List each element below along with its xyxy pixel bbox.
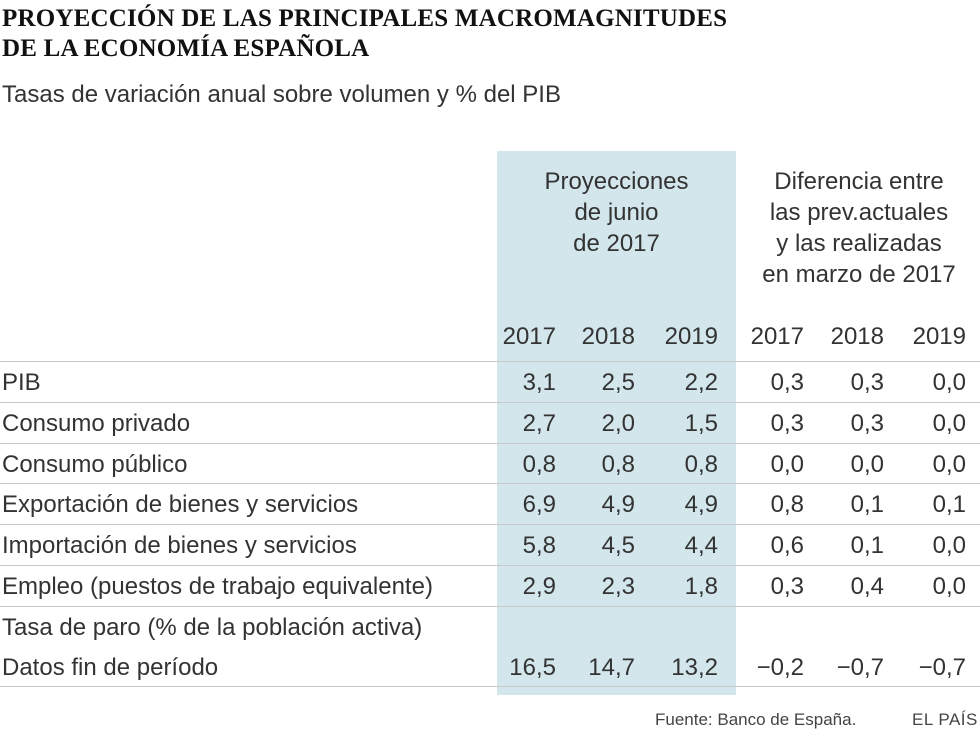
table-row: Empleo (puestos de trabajo equivalente) 2… <box>0 564 980 606</box>
table-row: Datos fin de período 16,5 14,7 13,2 −0,2 −0,7… <box>0 647 980 688</box>
group-header-line: Proyecciones <box>544 168 689 195</box>
table-cell: −0,7 <box>918 653 966 681</box>
table-cell: 0,0 <box>932 572 966 600</box>
table-cell: 2,7 <box>522 409 556 437</box>
table-cell: 0,0 <box>932 532 966 560</box>
table-cell: 0,3 <box>770 572 804 600</box>
table-cell: 2,3 <box>601 572 635 600</box>
table-cell: 0,0 <box>932 409 966 437</box>
table-cell: 0,8 <box>684 450 718 478</box>
table-cell: 0,3 <box>770 409 804 437</box>
group-header-line: de 2017 <box>573 230 660 257</box>
table-cell: 2,2 <box>684 369 718 396</box>
group-header-line: y las realizadas <box>776 230 942 257</box>
row-label: PIB <box>2 369 41 396</box>
row-label: Importación de bienes y servicios <box>2 532 357 560</box>
group-header-difference: Diferencia entre las prev.actuales y las… <box>740 166 978 290</box>
data-table: PIB 3,1 2,5 2,2 0,3 0,3 0,0 Consumo privado 2,7 2… <box>0 361 980 688</box>
table-cell: 0,6 <box>770 532 804 560</box>
row-label: Consumo público <box>2 450 188 478</box>
year-header-diff-2017: 2017 <box>750 323 804 350</box>
table-cell: 0,1 <box>850 491 884 519</box>
table-cell: 2,5 <box>601 369 635 396</box>
table-cell: 0,0 <box>770 450 804 478</box>
row-label: Empleo (puestos de trabajo equivalente) <box>2 572 433 600</box>
table-row: Consumo privado 2,7 2,0 1,5 0,3 0,3 0,0 <box>0 401 980 443</box>
table-cell: 0,1 <box>850 532 884 560</box>
year-header-proj-2018: 2018 <box>581 323 635 350</box>
table-cell: 0,3 <box>770 369 804 396</box>
year-header-proj-2019: 2019 <box>664 323 718 350</box>
table-cell: 5,8 <box>522 532 556 560</box>
table-cell: 4,5 <box>601 532 635 560</box>
table-row: Consumo público 0,8 0,8 0,8 0,0 0,0 0,0 <box>0 442 980 484</box>
group-header-line: Diferencia entre <box>774 168 944 195</box>
table-cell: 13,2 <box>671 653 718 681</box>
row-label: Exportación de bienes y servicios <box>2 491 359 519</box>
title-line-2: DE LA ECONOMÍA ESPAÑOLA <box>2 35 370 62</box>
projection-highlight-band <box>497 151 736 695</box>
table-cell: 0,8 <box>770 491 804 519</box>
table-cell: 2,9 <box>522 572 556 600</box>
group-header-line: en marzo de 2017 <box>762 261 956 288</box>
table-cell: 0,0 <box>932 450 966 478</box>
table-row: Tasa de paro (% de la población activa) <box>0 605 980 647</box>
year-header-diff-2019: 2019 <box>912 323 966 350</box>
row-label: Tasa de paro (% de la población activa) <box>2 613 423 641</box>
group-header-line: de junio <box>574 199 659 226</box>
title-line-1: PROYECCIÓN DE LAS PRINCIPALES MACROMAGNI… <box>2 5 728 32</box>
chart-subtitle: Tasas de variación anual sobre volumen y… <box>2 81 561 108</box>
table-cell: 16,5 <box>509 653 556 681</box>
table-row: Exportación de bienes y servicios 6,9 4,9 4… <box>0 483 980 524</box>
table-cell: −0,7 <box>836 653 884 681</box>
table-cell: 1,8 <box>684 572 718 600</box>
table-cell: 0,0 <box>932 369 966 396</box>
table-cell: −0,2 <box>756 653 804 681</box>
table-cell: 0,4 <box>850 572 884 600</box>
table-cell: 1,5 <box>684 409 718 437</box>
group-header-projections: Proyecciones de junio de 2017 <box>497 166 736 259</box>
table-cell: 2,0 <box>601 409 635 437</box>
table-cell: 0,8 <box>522 450 556 478</box>
table-cell: 0,1 <box>932 491 966 519</box>
chart-title: PROYECCIÓN DE LAS PRINCIPALES MACROMAGNI… <box>2 4 727 64</box>
table-row: PIB 3,1 2,5 2,2 0,3 0,3 0,0 <box>0 361 980 402</box>
brand-logo-text: EL PAÍS <box>912 710 978 729</box>
table-cell: 6,9 <box>522 491 556 519</box>
table-cell: 0,8 <box>601 450 635 478</box>
year-header-diff-2018: 2018 <box>830 323 884 350</box>
table-cell: 3,1 <box>522 369 556 396</box>
table-cell: 4,4 <box>684 532 718 560</box>
table-row: Importación de bienes y servicios 5,8 4,5 4… <box>0 524 980 565</box>
table-cell: 4,9 <box>684 491 718 519</box>
year-header-proj-2017: 2017 <box>502 323 556 350</box>
table-cell: 4,9 <box>601 491 635 519</box>
row-label: Datos fin de período <box>2 653 219 681</box>
row-label: Consumo privado <box>2 409 191 437</box>
table-cell: 0,3 <box>850 409 884 437</box>
table-cell: 0,0 <box>850 450 884 478</box>
table-cell: 0,3 <box>850 369 884 396</box>
source-note: Fuente: Banco de España. <box>655 710 857 729</box>
group-header-line: las prev.actuales <box>769 199 949 226</box>
table-cell: 14,7 <box>588 653 635 681</box>
